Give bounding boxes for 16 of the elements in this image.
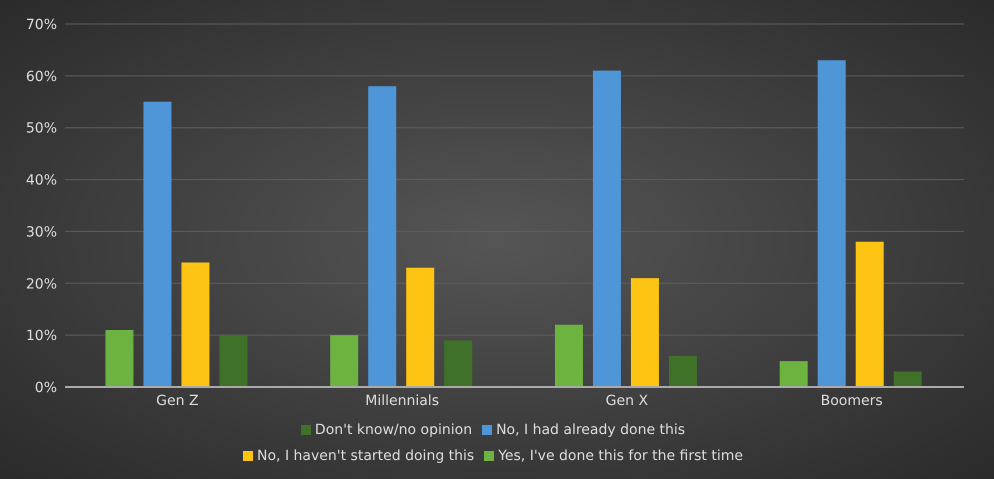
y-tick-label: 70%	[26, 16, 57, 33]
y-tick-label: 60%	[26, 68, 57, 85]
y-tick-label: 30%	[26, 224, 57, 240]
legend-label: No, I haven't started doing this	[257, 448, 474, 464]
y-tick-label: 40%	[26, 172, 57, 189]
legend-label: Don't know/no opinion	[314, 422, 472, 438]
x-tick-label: Millennials	[365, 392, 440, 409]
x-tick-label: Boomers	[820, 392, 883, 409]
y-tick-label: 10%	[26, 328, 57, 344]
y-tick-label: 50%	[26, 120, 57, 137]
y-tick-label: 20%	[26, 276, 57, 292]
x-tick-label: Gen X	[606, 392, 648, 409]
x-tick-label: Gen Z	[156, 392, 199, 409]
legend-label: No, I had already done this	[496, 422, 686, 438]
legend-label: Yes, I've done this for the first time	[498, 448, 743, 464]
y-tick-label: 0%	[34, 380, 57, 396]
